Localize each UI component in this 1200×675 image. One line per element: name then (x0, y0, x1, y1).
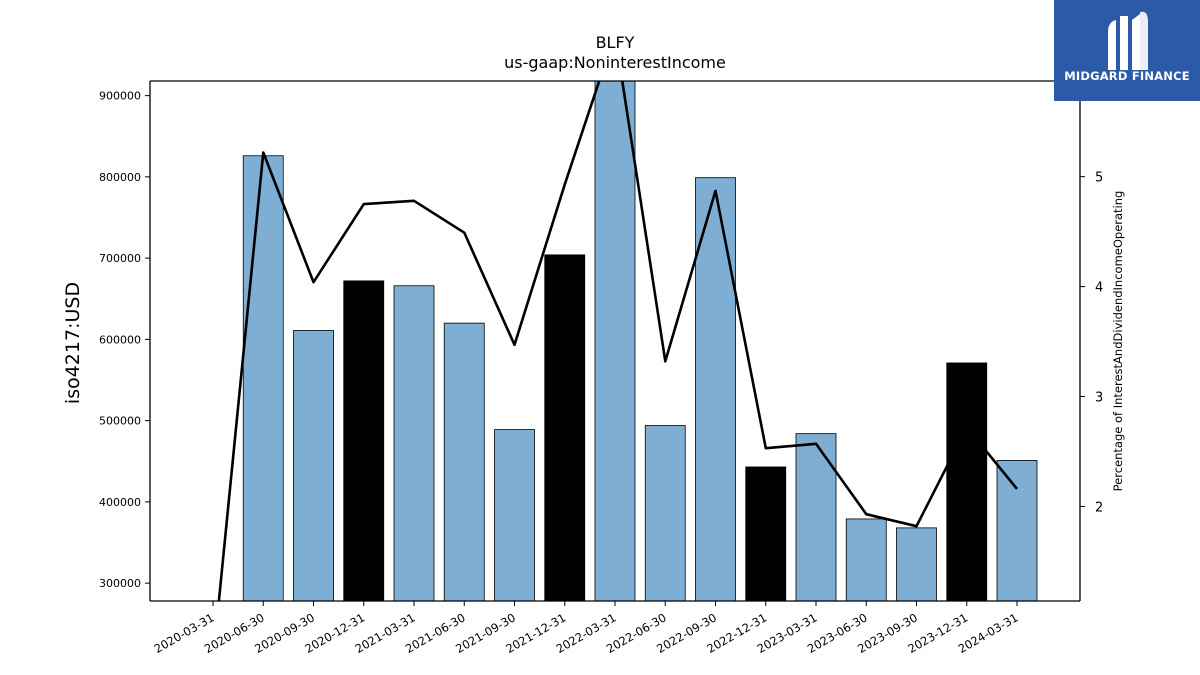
y-tick-label: 700000 (99, 252, 141, 265)
bar (544, 254, 586, 601)
bar (242, 155, 284, 601)
bar (946, 362, 988, 601)
y-tick-label: 800000 (99, 171, 141, 184)
chart-title: BLFY (596, 33, 635, 52)
bar (996, 460, 1038, 601)
bar (695, 177, 736, 601)
bar (745, 466, 787, 601)
y2-tick-label: 5 (1095, 171, 1103, 186)
bar (393, 285, 435, 601)
bar-series (242, 81, 1038, 601)
y-tick-label: 600000 (99, 333, 141, 346)
y-tick-label: 400000 (99, 496, 141, 509)
bar (795, 433, 837, 601)
bar (594, 81, 636, 601)
y2-tick-label: 4 (1095, 281, 1103, 296)
y2-axis-label: Percentage of InterestAndDividendIncomeO… (1111, 191, 1125, 492)
y2-tick-label: 2 (1095, 500, 1103, 515)
logo-mark-icon (1108, 11, 1148, 70)
y-axis-label: iso4217:USD (62, 282, 84, 404)
bar (494, 429, 535, 601)
chart-subtitle: us-gaap:NoninterestIncome (504, 53, 726, 72)
y2-tick-label: 3 (1095, 391, 1103, 406)
percentage-line-series (217, 81, 1019, 601)
bar (293, 330, 334, 601)
midgard-finance-logo: MIDGARD FINANCE (1054, 0, 1200, 101)
bar (845, 518, 887, 601)
logo-text: MIDGARD FINANCE (1064, 69, 1190, 83)
percentage-line (217, 81, 1019, 601)
y-tick-label: 300000 (99, 577, 141, 590)
y-tick-label: 500000 (99, 415, 141, 428)
bar (896, 527, 937, 601)
bar (443, 322, 485, 601)
y-tick-label: 900000 (99, 90, 141, 103)
bar (644, 425, 686, 601)
bar (343, 280, 385, 601)
